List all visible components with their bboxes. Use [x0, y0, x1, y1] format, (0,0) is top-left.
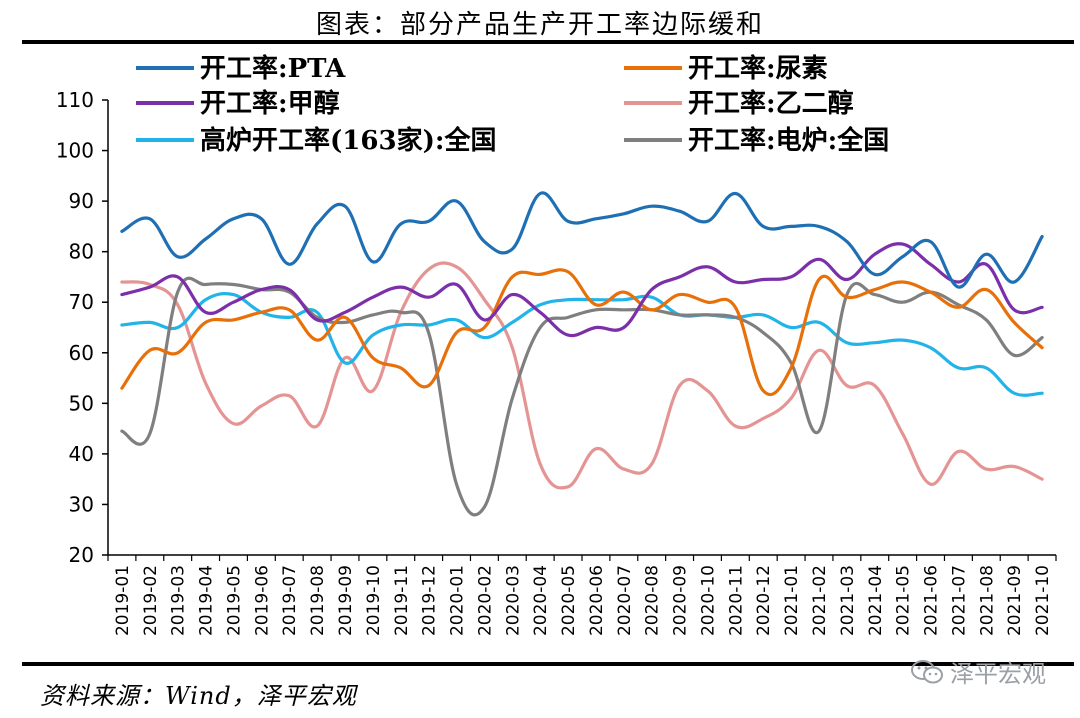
x-tick-label: 2020-10 [698, 565, 718, 636]
legend-label: 开工率:甲醇 [200, 88, 340, 119]
x-tick-label: 2019-10 [364, 565, 384, 636]
legend-label: 高炉开工率(163家):全国 [200, 125, 496, 156]
series-line-5 [120, 276, 1044, 517]
x-tick-label: 2019-01 [113, 565, 133, 636]
x-tick-label: 2021-09 [1005, 565, 1025, 636]
legend-entry-4: 高炉开工率(163家):全国 [136, 125, 496, 156]
y-tick-label: 110 [56, 88, 94, 112]
legend-entry-3: 开工率:乙二醇 [624, 88, 854, 119]
x-tick-label: 2019-07 [280, 565, 300, 636]
chart-title: 图表：部分产品生产开工率边际缓和 [315, 10, 764, 40]
legend-label: 开工率:尿素 [688, 53, 828, 84]
x-tick-label: 2020-04 [531, 565, 551, 636]
legend-entry-5: 开工率:电炉:全国 [624, 125, 889, 156]
series-line-4 [120, 292, 1044, 397]
x-tick-label: 2020-02 [475, 565, 495, 636]
y-tick-label: 80 [69, 240, 94, 264]
y-tick-label: 60 [69, 341, 94, 365]
x-tick-label: 2020-07 [615, 565, 635, 636]
x-tick-label: 2020-11 [726, 565, 746, 636]
x-tick-label: 2019-02 [141, 565, 161, 636]
x-tick-label: 2021-02 [810, 565, 830, 636]
x-tick-label: 2020-08 [643, 565, 663, 636]
series-line-1 [120, 268, 1044, 397]
series-line-0 [120, 191, 1044, 289]
x-tick-label: 2021-01 [782, 565, 802, 636]
x-tick-label: 2020-05 [559, 565, 579, 636]
x-tick-label: 2021-05 [894, 565, 914, 636]
x-tick-label: 2019-03 [169, 565, 189, 636]
series-layer [120, 191, 1044, 517]
top-rule [22, 40, 1074, 44]
y-tick-label: 100 [56, 139, 94, 163]
x-tick-label: 2019-09 [336, 565, 356, 636]
x-tick-label: 2019-06 [252, 565, 272, 636]
x-tick-label: 2020-01 [448, 565, 468, 636]
legend-entry-0: 开工率:PTA [136, 53, 346, 84]
x-tick-label: 2019-05 [224, 565, 244, 636]
watermark: 泽平宏观 [910, 654, 1046, 689]
y-tick-label: 90 [69, 189, 94, 213]
y-tick-label: 40 [69, 442, 94, 466]
x-tick-label: 2021-08 [977, 565, 997, 636]
x-tick-label: 2021-03 [838, 565, 858, 636]
x-tick-label: 2019-11 [392, 565, 412, 636]
legend-label: 开工率:PTA [200, 53, 346, 84]
axes: 20 30 40 50 60 70 80 90 100 110 2019-01 2019-02 2019… [56, 88, 1057, 636]
legend-entry-2: 开工率:甲醇 [136, 88, 340, 119]
x-tick-label: 2019-08 [308, 565, 328, 636]
x-tick-label: 2020-03 [503, 565, 523, 636]
x-tick-label: 2021-04 [866, 565, 886, 636]
y-tick-label: 70 [69, 290, 94, 314]
legend-label: 开工率:乙二醇 [688, 88, 854, 119]
x-tick-label: 2021-07 [949, 565, 969, 636]
x-tick-label: 2020-09 [671, 565, 691, 636]
x-tick-label: 2021-10 [1033, 565, 1053, 636]
source-note: 资料来源：Wind，泽平宏观 [40, 682, 357, 710]
legend-label: 开工率:电炉:全国 [688, 125, 889, 156]
watermark-text: 泽平宏观 [950, 660, 1046, 688]
x-tick-label: 2021-06 [922, 565, 942, 636]
legend-entry-1: 开工率:尿素 [624, 53, 828, 84]
x-tick-label: 2019-04 [197, 565, 217, 636]
bottom-rule [22, 662, 1074, 666]
wechat-icon [911, 659, 943, 683]
series-line-3 [120, 261, 1044, 490]
x-tick-label: 2019-12 [420, 565, 440, 636]
x-tick-label: 2020-06 [587, 565, 607, 636]
y-tick-label: 20 [69, 543, 94, 567]
series-line-2 [120, 242, 1044, 338]
y-tick-label: 30 [69, 492, 94, 516]
y-tick-label: 50 [69, 391, 94, 415]
x-tick-label: 2020-12 [754, 565, 774, 636]
